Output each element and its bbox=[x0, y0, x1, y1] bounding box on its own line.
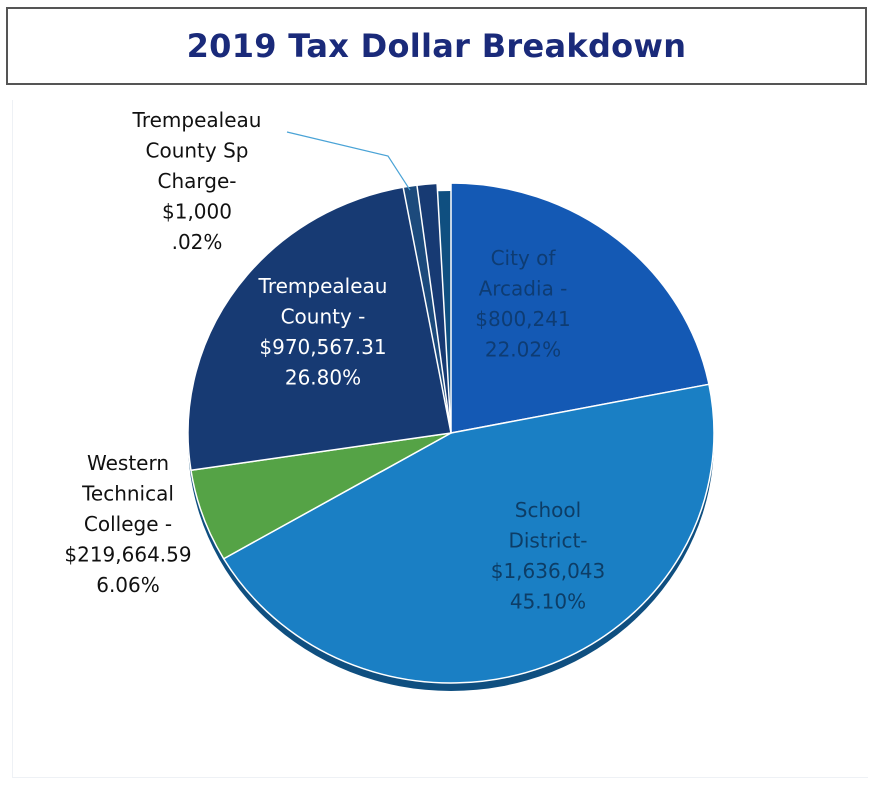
pie-slice-school-district bbox=[222, 383, 715, 684]
data-label-school-district: School District-$1,636,043 45.10% bbox=[491, 498, 606, 614]
chart-title: 2019 Tax Dollar Breakdown bbox=[186, 27, 687, 65]
chart-title-box: 2019 Tax Dollar Breakdown bbox=[6, 7, 867, 85]
data-label-trempealeau-county: Trempealeau County -$970,567.31 26.80% bbox=[258, 274, 388, 390]
pie-slice-trempealeau-county-sp-charge bbox=[402, 184, 452, 434]
pie-slice-trempealeau-county bbox=[187, 182, 452, 471]
data-label-western-technical-college: Western Technical College -$219,664.59 6.06… bbox=[64, 451, 191, 597]
data-label-city-of-arcadia: City of Arcadia -$800,241 22.02% bbox=[475, 246, 570, 362]
leader-line-sp-charge bbox=[286, 131, 411, 191]
pie-slice-city-of-arcadia bbox=[450, 182, 710, 434]
data-label-trempealeau-county-sp-charge: Trempealeau County Sp Charge-$1,000.02% bbox=[132, 108, 262, 254]
chart-panel: City of Arcadia -$800,241 22.02% School Dist… bbox=[12, 100, 868, 778]
pie-chart: City of Arcadia -$800,241 22.02% School Dist… bbox=[64, 108, 715, 691]
